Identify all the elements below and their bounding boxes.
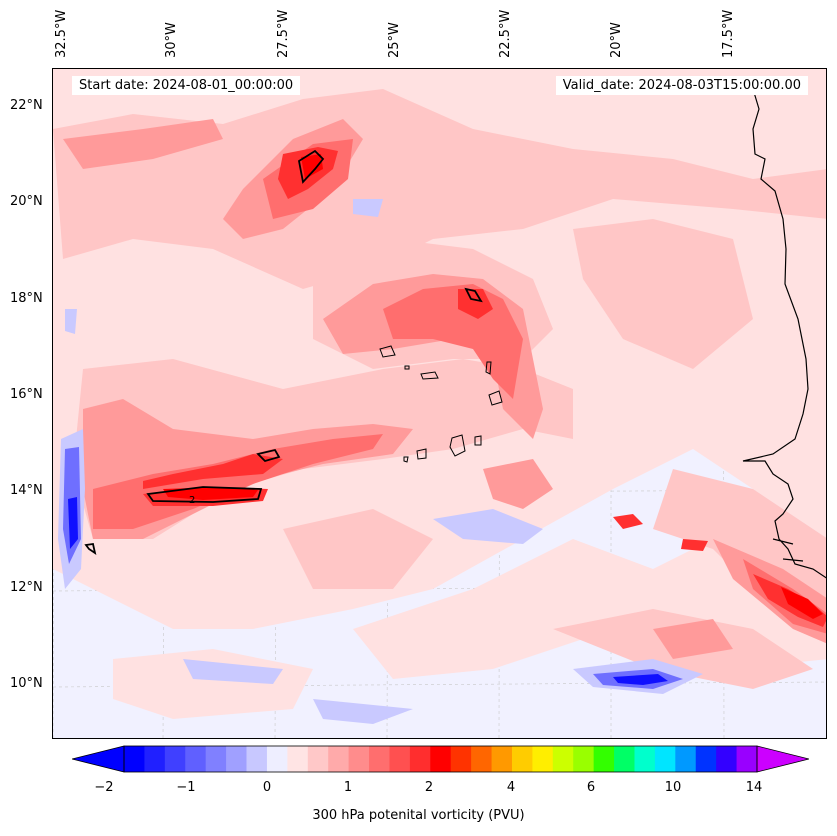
- colorbar-cell: [205, 746, 227, 772]
- african-coastline: [742, 88, 826, 579]
- pv-2-contours: [84, 149, 483, 555]
- cbar-tick-neg2: −2: [94, 780, 114, 795]
- colorbar-cell: [614, 746, 635, 772]
- start-date-label: Start date: 2024-08-01_00:00:00: [72, 76, 301, 95]
- pv-negative-areas: [58, 199, 703, 724]
- colorbar-cell: [593, 746, 615, 772]
- pv-max-areas: [163, 154, 823, 619]
- colorbar-cell: [369, 746, 390, 772]
- colorbar-cells: [124, 746, 758, 772]
- colorbar-cell: [573, 746, 595, 772]
- colorbar: [72, 745, 809, 773]
- lat-label-12n: 12°N: [10, 580, 43, 595]
- colorbar-cell: [287, 746, 309, 772]
- cbar-tick-10: 10: [664, 780, 682, 795]
- lon-label-32-5w: 32.5°W: [54, 9, 69, 58]
- lon-label-22-5w: 22.5°W: [498, 9, 513, 58]
- pv-field-map: 2: [53, 69, 826, 738]
- lon-label-30w: 30°W: [164, 22, 179, 58]
- lat-label-10n: 10°N: [10, 676, 43, 691]
- valid-date-label: Valid_date: 2024-08-03T15:00:00.00: [555, 76, 808, 95]
- colorbar-cell: [266, 746, 288, 772]
- pv-min-core: [68, 497, 668, 685]
- colorbar-frame: [123, 745, 758, 773]
- lat-label-18n: 18°N: [10, 291, 43, 306]
- map-panel: 2: [52, 68, 827, 739]
- cbar-tick-2: 2: [424, 780, 434, 795]
- colorbar-cell: [144, 746, 166, 772]
- colorbar-cell: [307, 746, 329, 772]
- colorbar-cell: [716, 746, 738, 772]
- cbar-tick-14: 14: [745, 780, 763, 795]
- lon-label-27-5w: 27.5°W: [276, 9, 291, 58]
- colorbar-cell: [511, 746, 533, 772]
- cbar-tick-0: 0: [262, 780, 272, 795]
- colorbar-cell: [226, 746, 248, 772]
- colorbar-cell: [124, 746, 145, 772]
- cbar-tick-1: 1: [343, 780, 353, 795]
- colorbar-cell: [430, 746, 452, 772]
- cape-verde-islands: [379, 345, 503, 463]
- colorbar-cell: [736, 746, 758, 772]
- colorbar-cell: [450, 746, 472, 772]
- lat-label-22n: 22°N: [10, 98, 43, 113]
- colorbar-extend-high: [756, 745, 809, 773]
- colorbar-cell: [654, 746, 676, 772]
- colorbar-cell: [164, 746, 186, 772]
- colorbar-title: 300 hPa potenital vorticity (PVU): [312, 808, 525, 823]
- colorbar-cell: [695, 746, 717, 772]
- lat-label-20n: 20°N: [10, 194, 43, 209]
- lon-label-25w: 25°W: [387, 22, 402, 58]
- cbar-tick-4: 4: [506, 780, 516, 795]
- colorbar-cell: [328, 746, 350, 772]
- cbar-tick-neg1: −1: [176, 780, 196, 795]
- cbar-tick-6: 6: [586, 780, 596, 795]
- lon-label-20w: 20°W: [609, 22, 624, 58]
- colorbar-extend-low: [72, 745, 125, 773]
- lat-label-14n: 14°N: [10, 483, 43, 498]
- colorbar-cell: [471, 746, 493, 772]
- colorbar-cell: [185, 746, 207, 772]
- colorbar-cell: [552, 746, 574, 772]
- colorbar-cell: [532, 746, 554, 772]
- colorbar-cell: [491, 746, 513, 772]
- lat-label-16n: 16°N: [10, 387, 43, 402]
- colorbar-cell: [246, 746, 268, 772]
- contour-label-2: 2: [189, 495, 195, 506]
- lon-label-17-5w: 17.5°W: [721, 9, 736, 58]
- colorbar-cell: [389, 746, 411, 772]
- colorbar-cell: [348, 746, 370, 772]
- colorbar-cell: [634, 746, 656, 772]
- colorbar-cell: [675, 746, 697, 772]
- colorbar-cell: [409, 746, 431, 772]
